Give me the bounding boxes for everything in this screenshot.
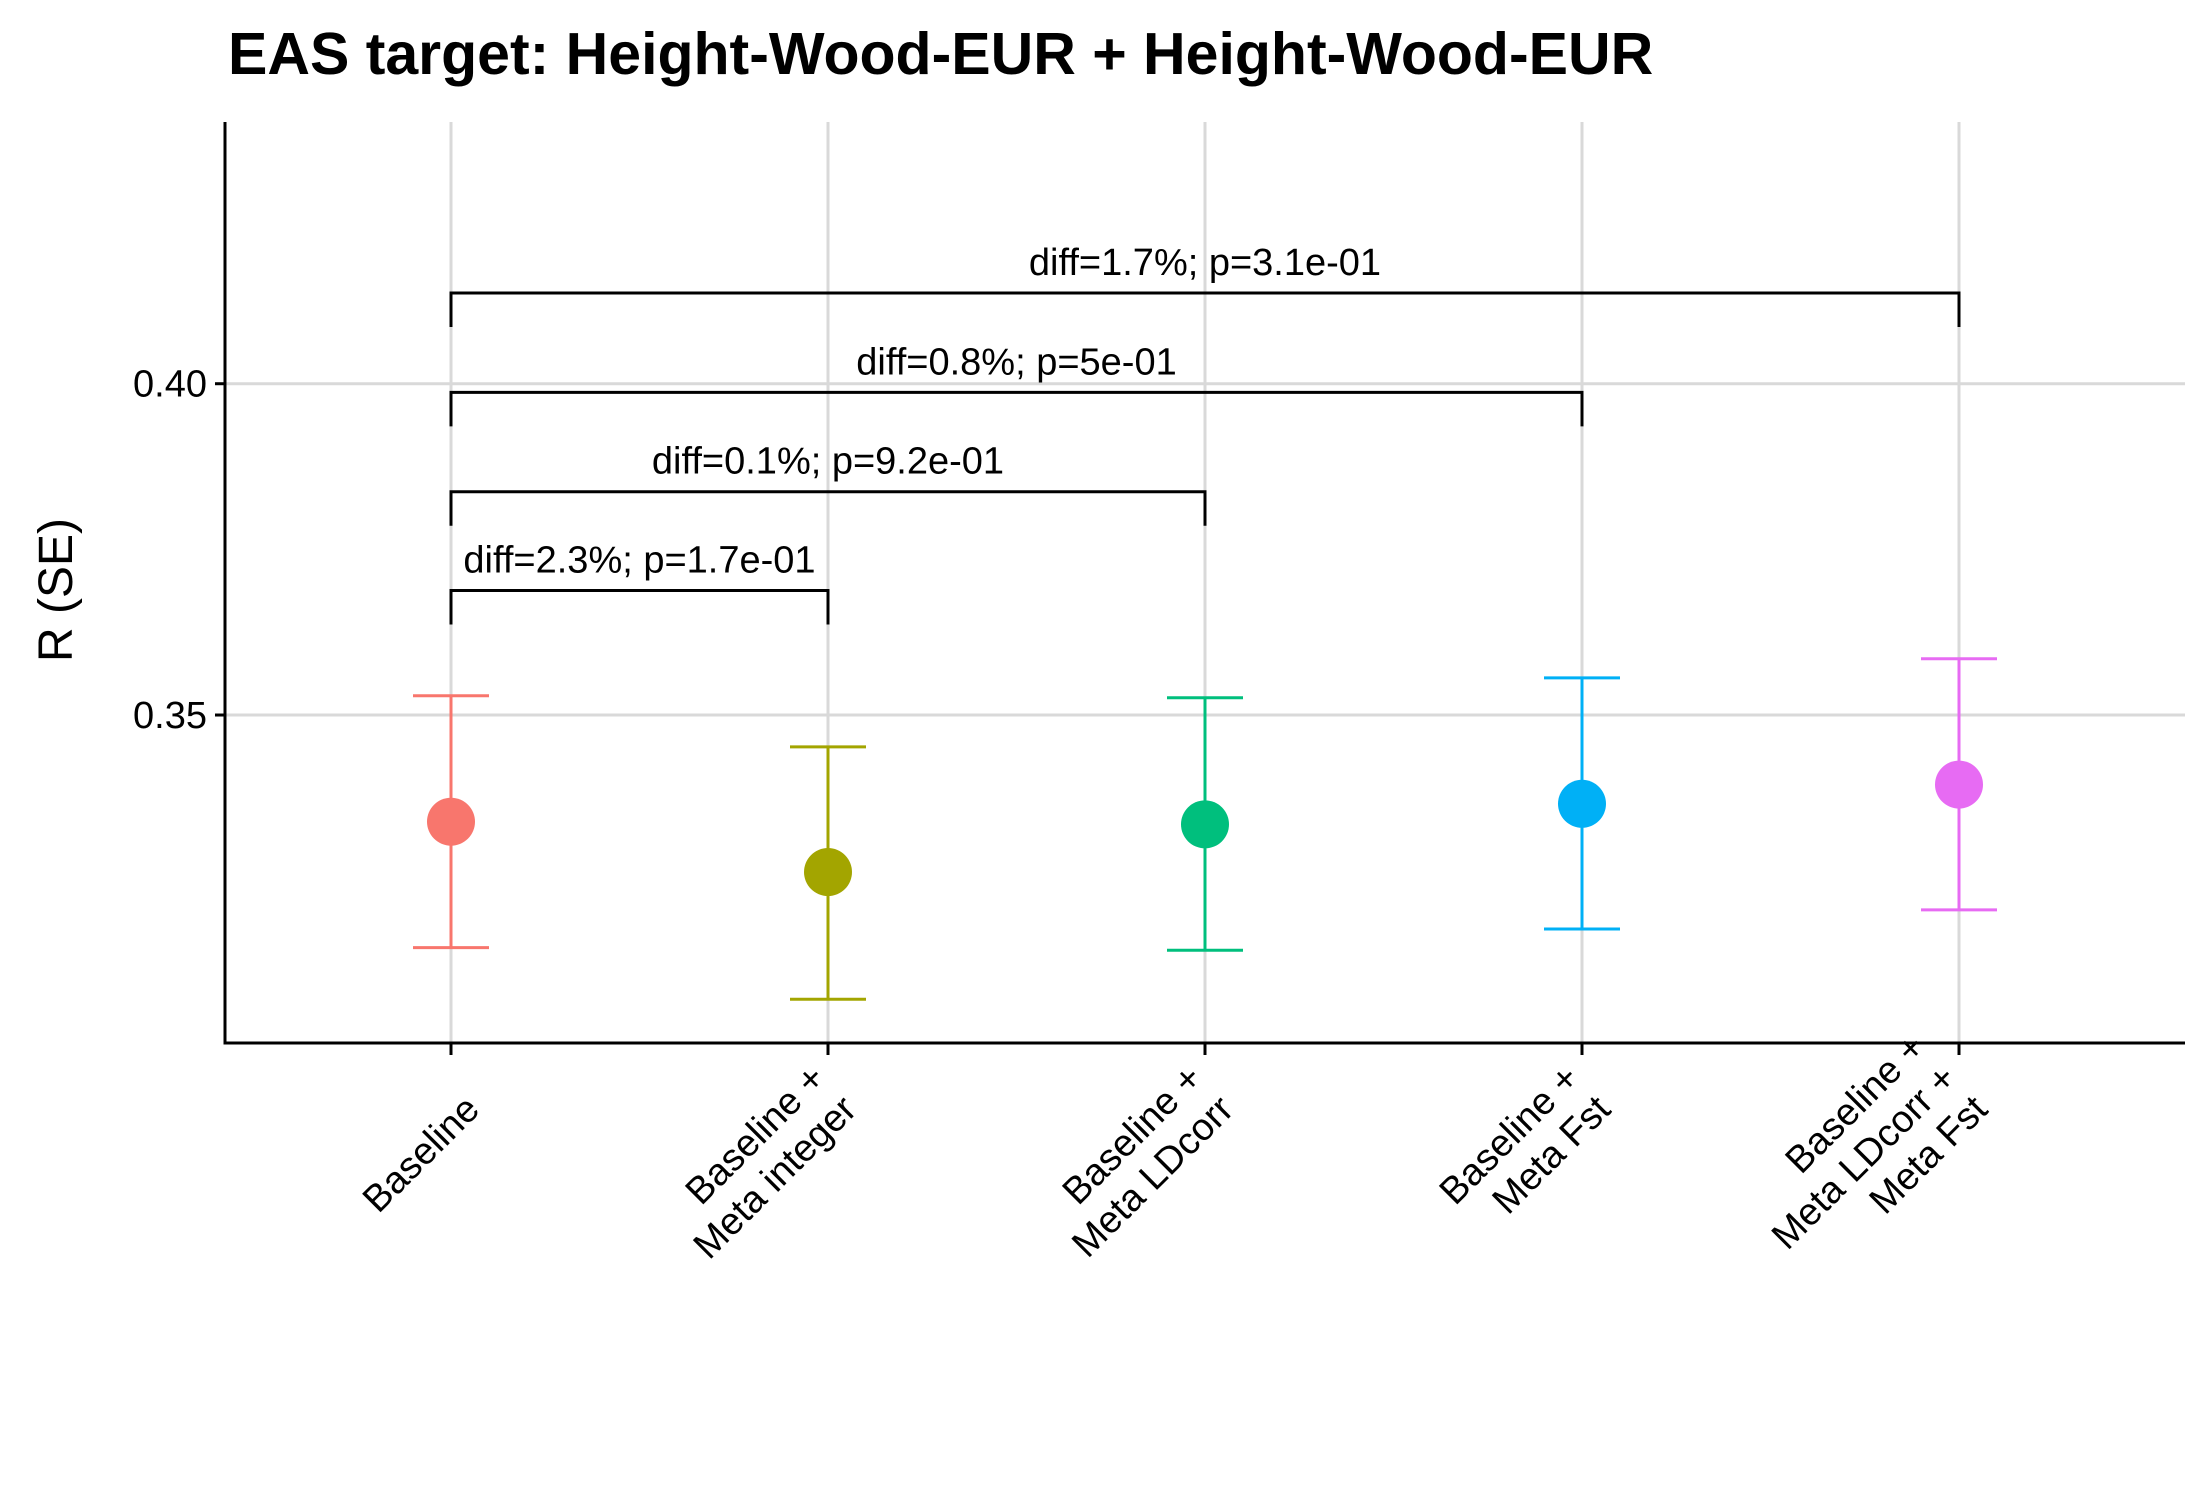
data-point-group [1921,657,1997,912]
x-ticks: Baseline Baseline +Meta integer Baseline +… [355,1026,1996,1267]
data-point [1935,760,1983,809]
y-ticks: 0.35 0.40 [133,364,225,737]
data-point-group [413,694,489,950]
x-tick-label: Baseline [355,1088,488,1221]
comparison-label: diff=0.8%; p=5e-01 [856,341,1176,383]
data-point-group [1544,676,1620,931]
data-point [1181,800,1229,849]
data-point [427,797,475,846]
x-tick-label: Baseline +Meta Fst [1432,1057,1619,1222]
comparison-bracket [449,291,1961,327]
x-tick-label: Baseline +Meta LDcorr +Meta Fst [1764,1026,1996,1258]
chart-title: EAS target: Height-Wood-EUR + Height-Woo… [228,21,1653,87]
comparison-label: diff=2.3%; p=1.7e-01 [463,539,815,581]
comparison-bracket [449,390,1584,427]
x-tick-label: Baseline +Meta integer [678,1057,865,1267]
comparison-bracket [449,588,830,625]
data-point-group [1167,696,1243,952]
y-tick-label: 0.40 [133,364,207,406]
y-tick-label: 0.35 [133,695,207,737]
y-axis-title: R (SE) [30,518,83,662]
comparison-label: diff=0.1%; p=9.2e-01 [652,441,1004,483]
x-tick-label: Baseline +Meta LDcorr [1055,1057,1242,1266]
data-point [804,848,852,897]
x-tick-label-line: Baseline [355,1088,488,1221]
data-point [1558,779,1606,828]
comparison-brackets: diff=2.3%; p=1.7e-01 diff=0.1%; p=9.2e-01… [449,242,1961,625]
comparison-bracket [449,490,1207,526]
series [413,657,1997,1001]
comparison-label: diff=1.7%; p=3.1e-01 [1029,242,1381,284]
data-point-group [790,745,866,1001]
